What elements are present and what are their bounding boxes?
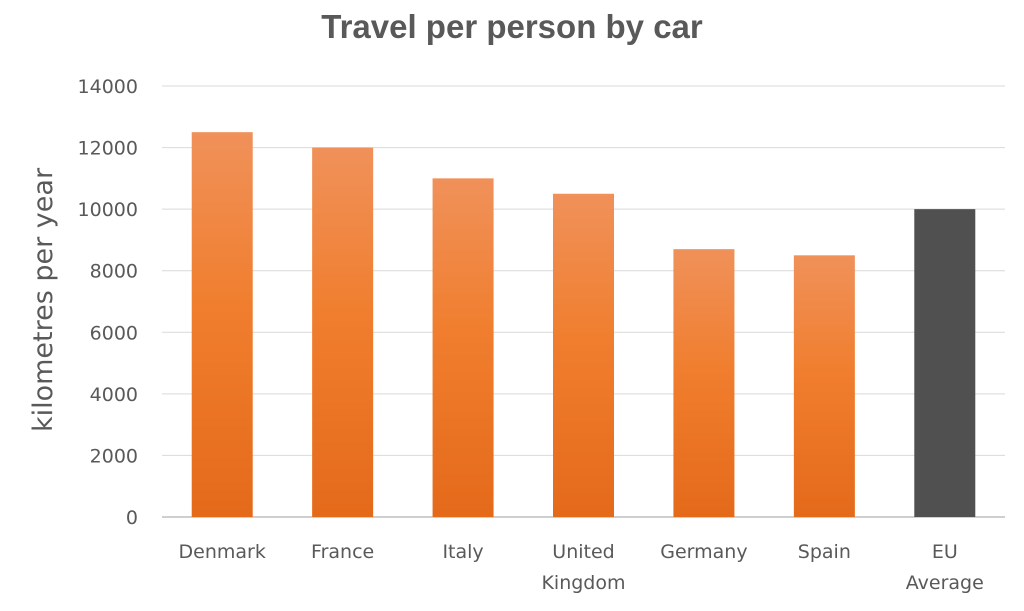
y-tick-label: 4000 [90, 384, 138, 406]
bar [312, 147, 374, 518]
y-tick-label: 12000 [78, 138, 138, 160]
bar [191, 132, 253, 517]
x-tick-label: Germany [660, 541, 747, 563]
y-tick-label: 14000 [78, 76, 138, 98]
y-tick-label: 10000 [78, 199, 138, 221]
x-tick-label-line: Average [906, 572, 984, 594]
x-tick-label-line: Germany [660, 541, 747, 563]
bar [673, 249, 735, 517]
y-axis-label: kilometres per year [28, 167, 59, 432]
y-tick-label: 0 [126, 507, 138, 529]
x-tick-label: Spain [798, 541, 851, 563]
x-tick-label-line: Italy [442, 541, 483, 563]
y-tick-label: 8000 [90, 261, 138, 283]
y-axis-ticks: 0 2000 4000 6000 8000 10000 12000 14000 [78, 76, 138, 529]
x-tick-label: Denmark [179, 541, 266, 563]
x-tick-label-line: Spain [798, 541, 851, 563]
x-tick-label: EU Average [906, 541, 984, 594]
x-tick-label: United Kingdom [541, 541, 625, 594]
bar [914, 209, 976, 517]
x-tick-label: Italy [442, 541, 483, 563]
y-tick-label: 6000 [90, 322, 138, 344]
bar [432, 178, 494, 517]
x-tick-label: France [311, 541, 374, 563]
x-tick-label-line: France [311, 541, 374, 563]
bar [793, 255, 855, 518]
x-tick-label-line: Denmark [179, 541, 266, 563]
x-tick-label-line: Kingdom [541, 572, 625, 594]
y-tick-label: 2000 [90, 445, 138, 467]
x-axis-categories: Denmark France Italy United Kingdom Germany Sp… [179, 541, 984, 594]
bar [553, 193, 614, 517]
x-tick-label-line: United [552, 541, 614, 563]
x-tick-label-line: EU [932, 541, 958, 563]
bars [191, 132, 976, 518]
chart-title: Travel per person by car [321, 8, 703, 45]
